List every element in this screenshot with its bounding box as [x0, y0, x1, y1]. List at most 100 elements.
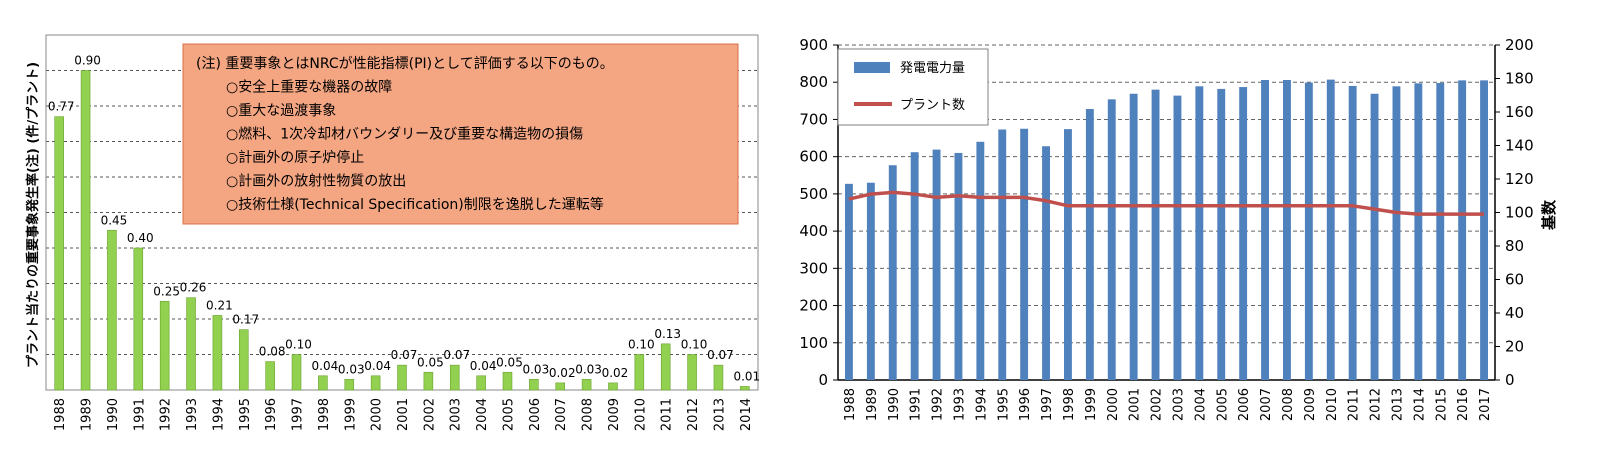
right-chart-x-tick-labels: 1988 1989 1990 1991 1992 1993 1994 1995 1996 1997… — [843, 388, 1493, 421]
left-bars — [54, 70, 750, 391]
generation-bar-1992 — [932, 149, 941, 380]
left-bar-2006 — [529, 379, 539, 391]
left-y-tick-300: 300 — [800, 259, 828, 277]
right-y-tick-80: 80 — [1505, 237, 1524, 255]
generation-bar-2016 — [1458, 80, 1467, 380]
left-data-label-2008: 0.03 — [575, 362, 602, 376]
x-tick-2003: 2003 — [1171, 388, 1186, 421]
generation-bar-2005 — [1217, 88, 1226, 380]
left-x-tick-1988: 1988 — [53, 398, 68, 431]
right-y-tick-60: 60 — [1505, 271, 1524, 289]
generation-bar-2001 — [1129, 93, 1138, 380]
x-tick-2006: 2006 — [1237, 388, 1252, 421]
right-y-tick-200: 200 — [1505, 36, 1534, 54]
left-bar-2002 — [423, 371, 434, 391]
left-data-label-1996: 0.08 — [259, 345, 286, 359]
generation-bar-1989 — [866, 182, 875, 380]
left-data-label-1994: 0.21 — [206, 298, 233, 312]
right-chart-left-y-tick-labels: 0 100 200 300 400 500 600 700 800 900 — [800, 36, 828, 389]
x-tick-2001: 2001 — [1128, 388, 1143, 421]
x-tick-2013: 2013 — [1390, 388, 1405, 421]
x-tick-2014: 2014 — [1412, 388, 1427, 421]
note-line-0: (注) 重要事象とはNRCが性能指標(PI)として評価する以下のもの。 — [196, 56, 614, 72]
x-tick-2005: 2005 — [1215, 388, 1230, 421]
note-line-1: ○安全上重要な機器の故障 — [226, 79, 392, 96]
left-data-label-1991: 0.40 — [127, 231, 154, 245]
left-data-label-1988: 0.77 — [48, 100, 75, 114]
left-data-label-2000: 0.04 — [364, 359, 391, 373]
left-bar-1990 — [107, 229, 117, 391]
generation-bar-2017 — [1480, 80, 1488, 380]
left-data-label-1990: 0.45 — [101, 213, 128, 227]
left-bar-2003 — [449, 364, 460, 391]
left-x-tick-1993: 1993 — [185, 398, 200, 431]
left-x-tick-2003: 2003 — [449, 398, 464, 431]
generation-bar-2015 — [1436, 82, 1445, 380]
left-y-tick-600: 600 — [800, 148, 828, 166]
left-data-label-1993: 0.26 — [180, 281, 207, 295]
generation-bar-1994 — [976, 141, 985, 380]
generation-bar-2010 — [1326, 79, 1335, 380]
x-tick-2016: 2016 — [1456, 388, 1471, 421]
left-y-tick-0: 0 — [818, 371, 828, 389]
left-x-tick-2000: 2000 — [370, 398, 385, 431]
generation-bar-2014 — [1414, 83, 1423, 380]
left-bar-2005 — [502, 371, 513, 391]
left-bar-2013 — [713, 364, 724, 391]
left-x-tick-1994: 1994 — [211, 398, 226, 431]
generation-bar-2011 — [1348, 85, 1357, 380]
x-tick-1989: 1989 — [865, 388, 880, 421]
left-y-tick-500: 500 — [800, 185, 828, 203]
left-data-label-1997: 0.10 — [285, 338, 312, 352]
x-tick-1990: 1990 — [887, 388, 902, 421]
left-data-label-1999: 0.03 — [338, 362, 365, 376]
generation-bar-2009 — [1304, 82, 1313, 380]
left-data-label-1992: 0.25 — [153, 284, 180, 298]
left-x-tick-2012: 2012 — [686, 398, 701, 431]
x-tick-2012: 2012 — [1369, 388, 1384, 421]
note-line-5: ○計画外の放射性物質の放出 — [226, 174, 406, 190]
plant-count-line — [848, 190, 1485, 216]
incident-rate-chart: 0.77 0.90 0.45 0.40 0.25 0.26 0.210.17 0.080.10… — [25, 34, 760, 431]
left-y-tick-200: 200 — [800, 297, 828, 315]
legend: 発電電力量 プラント数 — [837, 48, 989, 126]
left-x-tick-1998: 1998 — [317, 398, 332, 431]
left-data-label-2005: 0.05 — [496, 355, 523, 369]
left-data-label-2009: 0.02 — [602, 366, 629, 380]
left-x-tick-1991: 1991 — [132, 398, 147, 431]
note-line-2: ○重大な過渡事象 — [226, 103, 336, 119]
left-x-tick-2006: 2006 — [528, 398, 543, 431]
left-x-tick-labels: 1988 1989 1990 1991 1992 1993 1994 1995 1996 1997… — [53, 398, 754, 431]
left-bar-1996 — [265, 361, 275, 391]
left-y-tick-400: 400 — [800, 222, 828, 240]
legend-label-generation: 発電電力量 — [900, 61, 965, 76]
x-tick-2002: 2002 — [1150, 388, 1165, 421]
left-data-label-1995: 0.17 — [232, 313, 259, 327]
generation-bar-1988 — [845, 183, 853, 380]
right-y-tick-120: 120 — [1505, 170, 1534, 188]
legend-label-plant-count: プラント数 — [900, 98, 965, 113]
generation-bar-2007 — [1261, 79, 1269, 380]
left-x-tick-1989: 1989 — [80, 398, 95, 431]
left-data-label-2014: 0.01 — [733, 369, 760, 383]
left-data-label-1989: 0.90 — [74, 54, 101, 68]
left-x-tick-2011: 2011 — [660, 398, 675, 431]
x-tick-2015: 2015 — [1434, 388, 1449, 421]
generation-bar-1999 — [1085, 109, 1094, 381]
x-tick-1991: 1991 — [909, 388, 924, 421]
left-data-label-1998: 0.04 — [312, 359, 339, 373]
left-data-label-2001: 0.07 — [391, 348, 418, 362]
note-background — [182, 43, 739, 225]
left-data-label-2011: 0.13 — [654, 327, 681, 341]
note-text: (注) 重要事象とはNRCが性能指標(PI)として評価する以下のもの。 ○安全上重… — [196, 56, 614, 213]
left-x-tick-2009: 2009 — [607, 398, 622, 431]
right-y-tick-40: 40 — [1505, 304, 1524, 322]
left-data-label-2003: 0.07 — [443, 348, 470, 362]
generation-bar-1991 — [910, 152, 919, 380]
right-y-tick-160: 160 — [1505, 103, 1534, 121]
left-bar-2007 — [555, 382, 566, 391]
left-data-labels: 0.77 0.90 0.45 0.40 0.25 0.26 0.210.17 0.080.10… — [48, 54, 760, 384]
left-y-tick-800: 800 — [800, 73, 828, 91]
left-bar-1992 — [159, 300, 170, 391]
left-data-label-2006: 0.03 — [522, 362, 549, 376]
